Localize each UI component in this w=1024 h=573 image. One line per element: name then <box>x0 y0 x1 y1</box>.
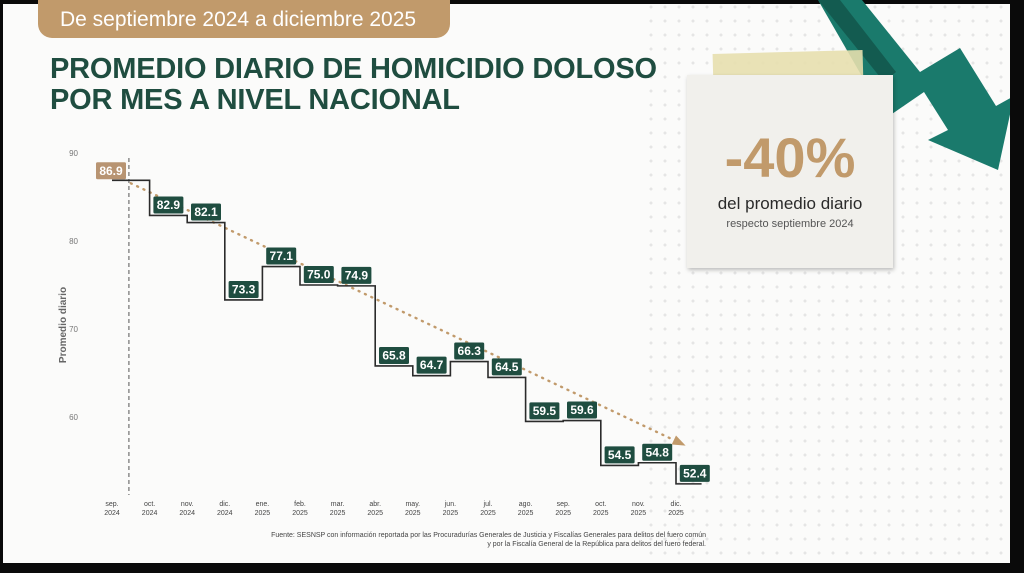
data-label: 59.6 <box>570 403 594 417</box>
down-arrow-icon <box>818 0 1014 170</box>
data-label: 59.5 <box>533 404 557 418</box>
page-title: PROMEDIO DIARIO DE HOMICIDIO DOLOSO POR … <box>50 54 670 116</box>
data-label: 65.8 <box>382 348 406 362</box>
reduction-caption: del promedio diario <box>717 194 863 213</box>
data-label-box <box>303 266 334 283</box>
data-label: 52.4 <box>683 466 707 480</box>
title-line-1: PROMEDIO DIARIO DE HOMICIDIO DOLOSO <box>50 53 657 85</box>
title-line-2: POR MES A NIVEL NACIONAL <box>50 84 460 116</box>
x-tick-label: sep. 2025 <box>555 501 571 517</box>
data-label-box <box>416 356 447 374</box>
data-label: 74.9 <box>345 268 369 282</box>
data-label: 54.5 <box>608 448 632 462</box>
y-tick-label: 60 <box>69 413 78 422</box>
source-line-1: Fuente: SESNSP con información reportada… <box>271 532 706 539</box>
x-tick-label: oct. 2025 <box>593 501 609 517</box>
data-label-box <box>604 446 635 464</box>
data-label: 82.9 <box>157 198 181 212</box>
data-label: 64.5 <box>495 360 519 374</box>
y-axis-label: Promedio diario <box>58 287 69 363</box>
trend-arrowhead <box>671 435 686 446</box>
data-label-box <box>567 401 597 419</box>
data-label-box <box>454 342 485 360</box>
data-label: 77.1 <box>270 249 294 263</box>
source-note: Fuente: SESNSP con información reportada… <box>200 531 706 549</box>
period-label: De septiembre 2024 a diciembre 2025 <box>60 8 417 31</box>
data-label: 66.3 <box>458 344 482 358</box>
highlight-card: -40% del promedio diario respecto septie… <box>687 75 893 268</box>
x-tick-label: abr. 2025 <box>367 501 383 517</box>
data-label: 64.7 <box>420 358 444 372</box>
data-label-box <box>191 203 221 221</box>
x-tick-label: nov. 2025 <box>631 501 647 517</box>
x-tick-label: jun. 2025 <box>443 501 459 517</box>
data-label-box <box>379 346 409 364</box>
data-label-box <box>96 162 126 180</box>
period-tab: De septiembre 2024 a diciembre 2025 <box>38 0 450 38</box>
data-label-box <box>228 280 259 298</box>
border-top <box>0 0 1024 4</box>
data-label: 54.8 <box>646 445 670 459</box>
data-label: 75.0 <box>307 268 331 282</box>
reduction-subcaption: respecto septiembre 2024 <box>726 218 854 230</box>
data-label: 82.1 <box>194 205 218 219</box>
border-left <box>0 0 3 573</box>
x-tick-label: mar. 2025 <box>330 501 346 517</box>
y-tick-label: 80 <box>69 237 78 246</box>
y-tick-label: 90 <box>69 149 78 158</box>
x-tick-label: jul. 2025 <box>480 501 496 517</box>
y-tick-label: 70 <box>69 325 78 334</box>
data-label-box <box>153 196 184 214</box>
data-label-box <box>529 402 560 420</box>
x-tick-label: sep. 2024 <box>104 501 120 517</box>
step-series-line <box>112 179 702 485</box>
x-tick-label: nov. 2024 <box>179 501 195 517</box>
data-label: 86.9 <box>99 164 123 178</box>
border-bottom <box>0 563 1024 573</box>
data-label: 73.3 <box>232 282 256 296</box>
x-tick-label: dic. 2024 <box>217 501 233 517</box>
x-tick-label: ago. 2025 <box>518 501 534 517</box>
data-label-box <box>642 443 673 461</box>
reduction-value: -40% <box>724 126 856 189</box>
x-tick-label: ene. 2025 <box>255 501 271 517</box>
source-line-2: y por la Fiscalía General de la Repúblic… <box>487 541 706 548</box>
border-right <box>1010 0 1024 573</box>
data-label-box <box>491 358 522 376</box>
data-label-box <box>341 266 372 284</box>
x-tick-label: oct. 2024 <box>142 501 158 517</box>
data-label-box <box>679 464 710 482</box>
data-label-box <box>266 247 297 265</box>
x-tick-label: may. 2025 <box>405 501 421 517</box>
x-tick-label: dic. 2025 <box>668 501 684 517</box>
x-tick-label: feb. 2025 <box>292 501 308 517</box>
